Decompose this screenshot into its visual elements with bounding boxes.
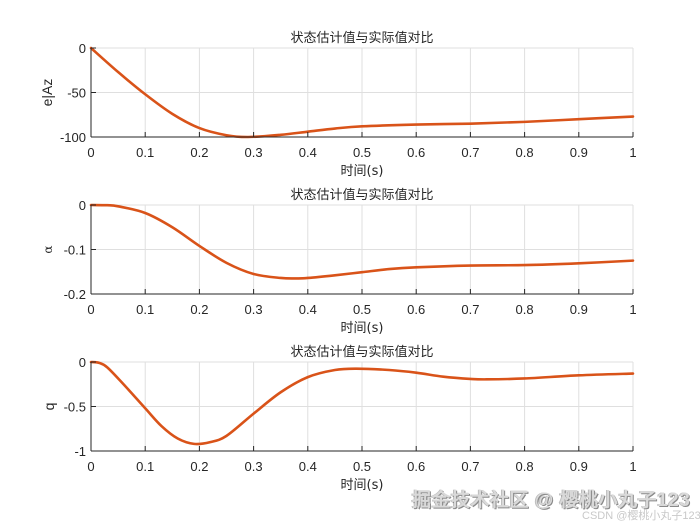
x-tick-label: 1 [629, 302, 636, 317]
grid [90, 204, 634, 295]
x-tick-label: 0.2 [190, 459, 208, 474]
y-axis-label: e|Az [39, 79, 55, 107]
grid [90, 361, 634, 452]
x-tick-label: 0.4 [299, 459, 317, 474]
y-axis-label: q [41, 403, 57, 411]
x-tick-label: 0.6 [407, 459, 425, 474]
watermark-main: 掘金技术社区 @ 樱桃小丸子123 [412, 490, 691, 511]
grid [90, 47, 634, 138]
x-tick-label: 1 [629, 145, 636, 160]
x-tick-label: 0.9 [570, 459, 588, 474]
x-tick-label: 0.4 [299, 145, 317, 160]
x-tick-label: 0.8 [516, 145, 534, 160]
data-line-α [89, 203, 635, 280]
subplot-1: 0 0.1 0.2 0.3 0.4 0.5 0.6 0.7 0.8 0.9 1 0 -50 -100 状态估… [39, 30, 637, 179]
x-tick-label: 0.9 [570, 145, 588, 160]
x-tick-label: 0.3 [245, 459, 263, 474]
x-tick-label: 0.1 [136, 145, 154, 160]
x-tick-label: 0.5 [353, 302, 371, 317]
x-tick-label: 0.2 [190, 145, 208, 160]
x-tick-label: 0 [87, 145, 94, 160]
y-tick-label: -0.2 [64, 287, 86, 302]
subplot-2: 0 0.1 0.2 0.3 0.4 0.5 0.6 0.7 0.8 0.9 1 0 -0.1 -0.2 状态… [41, 187, 637, 336]
x-tick-label: 0.5 [353, 459, 371, 474]
y-tick-label: -50 [67, 86, 86, 101]
x-tick-label: 0.1 [136, 459, 154, 474]
x-tick-label: 0.7 [461, 302, 479, 317]
x-tick-label: 0.4 [299, 302, 317, 317]
x-axis-label: 时间(s) [341, 321, 384, 336]
x-tick-label: 0.5 [353, 145, 371, 160]
x-tick-label: 0.7 [461, 459, 479, 474]
chart-title: 状态估计值与实际值对比 [290, 30, 433, 46]
x-tick-label: 0.8 [516, 459, 534, 474]
y-tick-label: 0 [79, 41, 86, 56]
chart-title: 状态估计值与实际值对比 [290, 344, 433, 360]
x-axis-label: 时间(s) [341, 164, 384, 179]
x-tick-label: 0 [87, 459, 94, 474]
data-line-q [89, 360, 635, 446]
x-axis-label: 时间(s) [341, 478, 384, 493]
x-tick-label: 0.6 [407, 145, 425, 160]
x-tick-label: 0 [87, 302, 94, 317]
y-tick-label: -0.5 [64, 400, 86, 415]
x-tick-label: 0.2 [190, 302, 208, 317]
y-tick-label: -100 [60, 130, 86, 145]
x-tick-label: 0.3 [245, 302, 263, 317]
x-tick-label: 0.7 [461, 145, 479, 160]
x-tick-label: 0.1 [136, 302, 154, 317]
y-tick-label: 0 [79, 198, 86, 213]
chart-title: 状态估计值与实际值对比 [290, 187, 433, 203]
subplot-3: 0 0.1 0.2 0.3 0.4 0.5 0.6 0.7 0.8 0.9 1 0 -0.5 -1 状态估计… [41, 344, 637, 493]
y-tick-label: -1 [74, 444, 86, 459]
x-tick-label: 0.6 [407, 302, 425, 317]
x-tick-label: 1 [629, 459, 636, 474]
y-tick-label: -0.1 [64, 243, 86, 258]
data-line-e|Az [89, 46, 635, 139]
x-tick-label: 0.9 [570, 302, 588, 317]
watermark-sub: CSDN @樱桃小丸子123 [582, 510, 700, 522]
x-tick-label: 0.3 [245, 145, 263, 160]
y-axis-label: α [41, 245, 55, 253]
y-tick-label: 0 [79, 355, 86, 370]
x-tick-label: 0.8 [516, 302, 534, 317]
